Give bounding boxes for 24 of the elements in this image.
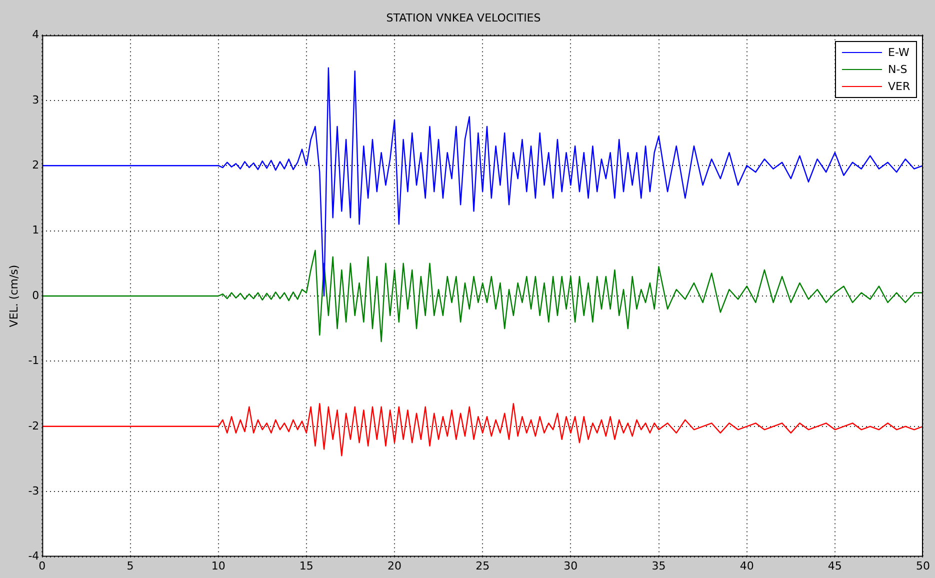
x-tick-label: 40 [740, 559, 754, 572]
y-tick-label: -2 [28, 419, 40, 432]
x-tick-label: 30 [564, 559, 578, 572]
y-tick-label: -4 [28, 550, 40, 563]
legend-label: E-W [888, 46, 910, 60]
y-axis-title: VEL. (cm/s) [7, 264, 20, 328]
y-tick-label: -3 [28, 484, 40, 498]
x-tick-label: 20 [388, 559, 402, 572]
y-tick-label: -1 [28, 354, 40, 368]
x-tick-label: 5 [126, 559, 134, 572]
legend-label: N-S [888, 63, 908, 76]
x-tick-label: 15 [299, 559, 314, 572]
y-tick-label: 4 [32, 28, 40, 42]
y-tick-label: 2 [32, 158, 40, 172]
x-tick-label: 25 [476, 559, 490, 572]
legend-label: VER [888, 80, 910, 94]
x-tick-label: 35 [652, 559, 666, 572]
x-tick-label: 50 [916, 559, 930, 572]
y-tick-label: 3 [32, 93, 40, 106]
x-tick-label: 45 [828, 559, 842, 572]
y-tick-label: 0 [32, 288, 40, 302]
y-tick-label: 1 [32, 224, 40, 237]
chart-title: STATION VNKEA VELOCITIES [386, 11, 541, 24]
x-tick-label: 10 [211, 559, 226, 572]
